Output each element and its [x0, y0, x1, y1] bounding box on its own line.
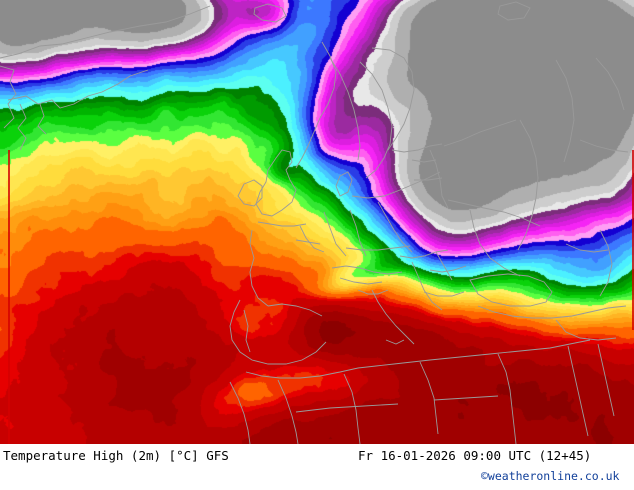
border-path — [555, 59, 575, 163]
border-path — [371, 289, 415, 345]
border-path — [469, 273, 553, 307]
border-path — [429, 265, 467, 273]
border-path — [17, 103, 27, 151]
border-path — [447, 199, 541, 227]
border-path — [597, 343, 615, 417]
border-path — [517, 119, 539, 251]
border-path — [245, 339, 591, 379]
country-borders — [0, 1, 629, 444]
border-path — [385, 339, 405, 345]
border-path — [255, 149, 297, 217]
border-path — [339, 277, 383, 285]
border-path — [295, 41, 337, 169]
border-path — [391, 143, 443, 153]
border-path — [335, 171, 353, 197]
border-path — [243, 309, 251, 353]
temperature-field-canvas[interactable] — [0, 0, 634, 444]
border-path — [599, 229, 613, 297]
border-path — [435, 251, 453, 281]
temperature-map[interactable] — [0, 0, 634, 444]
border-path — [345, 245, 411, 251]
forecast-datetime: Fr 16-01-2026 09:00 UTC (12+45) — [358, 448, 592, 463]
copyright-credit: ©weatheronline.co.uk — [481, 469, 620, 483]
border-path — [253, 3, 287, 23]
border-path — [497, 353, 517, 444]
border-path — [257, 221, 307, 227]
border-path — [469, 209, 521, 277]
border-path — [229, 381, 251, 444]
border-path — [331, 265, 403, 275]
border-path — [419, 361, 439, 435]
border-path — [371, 47, 415, 151]
border-path — [357, 289, 389, 295]
border-path — [377, 201, 413, 253]
border-path — [349, 209, 367, 257]
border-path — [411, 261, 443, 311]
border-path — [237, 179, 263, 207]
map-footer: Temperature High (2m) [°C] GFS Fr 16-01-… — [0, 444, 634, 490]
border-path — [277, 379, 299, 444]
border-path — [411, 159, 437, 163]
coastline-and-border-overlay — [0, 1, 634, 444]
border-path — [249, 229, 269, 307]
border-path — [429, 149, 449, 209]
border-path — [295, 239, 321, 245]
border-path — [229, 299, 327, 365]
border-path — [329, 57, 361, 161]
border-path — [323, 211, 347, 257]
border-path — [423, 291, 465, 297]
border-path — [555, 319, 617, 341]
border-path — [443, 119, 517, 147]
border-path — [0, 65, 17, 129]
border-path — [37, 103, 47, 135]
border-path — [7, 69, 149, 109]
border-path — [343, 373, 361, 444]
border-path — [359, 61, 393, 179]
border-path — [295, 403, 399, 413]
product-title: Temperature High (2m) [°C] GFS — [3, 448, 229, 463]
border-path — [579, 139, 629, 153]
border-path — [497, 1, 531, 21]
border-path — [0, 5, 211, 59]
border-path — [477, 305, 627, 319]
border-path — [433, 395, 499, 401]
border-path — [567, 345, 589, 437]
border-path — [414, 177, 443, 181]
border-path — [399, 249, 449, 259]
border-path — [299, 225, 325, 253]
border-path — [351, 171, 441, 199]
border-path — [595, 57, 625, 111]
border-path — [565, 243, 609, 253]
border-path — [267, 303, 323, 317]
